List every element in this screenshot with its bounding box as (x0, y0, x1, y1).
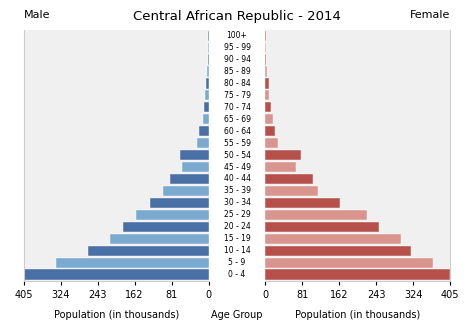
Text: Age Group: Age Group (211, 310, 263, 320)
Text: 60 - 64: 60 - 64 (224, 127, 250, 136)
Bar (88, 246, 209, 256)
Text: 85 - 89: 85 - 89 (224, 67, 250, 76)
Text: 90 - 94: 90 - 94 (224, 55, 250, 64)
Text: 75 - 79: 75 - 79 (224, 91, 250, 100)
Bar (24, 270, 209, 280)
Bar (265, 174, 313, 184)
Text: 80 - 84: 80 - 84 (224, 79, 250, 88)
Bar (170, 174, 209, 184)
Bar (265, 114, 273, 124)
Bar (55, 257, 209, 268)
Text: Population (in thousands): Population (in thousands) (295, 310, 420, 320)
Bar (265, 150, 301, 160)
Bar (110, 234, 209, 244)
Bar (265, 90, 269, 100)
Bar (208, 54, 209, 65)
Bar (203, 102, 209, 113)
Bar (265, 234, 401, 244)
Text: 45 - 49: 45 - 49 (224, 163, 250, 172)
Bar (123, 222, 209, 232)
Text: 0 - 4: 0 - 4 (228, 270, 246, 279)
Text: 65 - 69: 65 - 69 (224, 115, 250, 124)
Bar (208, 66, 209, 77)
Text: 40 - 44: 40 - 44 (224, 175, 250, 183)
Text: 10 - 14: 10 - 14 (224, 246, 250, 255)
Text: 20 - 24: 20 - 24 (224, 222, 250, 231)
Bar (182, 162, 209, 172)
Bar (265, 162, 296, 172)
Text: 15 - 19: 15 - 19 (224, 234, 250, 243)
Text: 70 - 74: 70 - 74 (224, 103, 250, 112)
Bar (150, 198, 209, 208)
Bar (265, 210, 367, 220)
Text: Female: Female (410, 10, 450, 20)
Text: 5 - 9: 5 - 9 (228, 258, 246, 267)
Text: 50 - 54: 50 - 54 (224, 150, 250, 160)
Bar (206, 78, 209, 88)
Bar (163, 186, 209, 196)
Bar (265, 66, 266, 77)
Bar (202, 114, 209, 124)
Bar (180, 150, 209, 160)
Text: 55 - 59: 55 - 59 (224, 139, 250, 148)
Bar (265, 138, 278, 148)
Bar (265, 270, 450, 280)
Bar (265, 198, 340, 208)
Bar (265, 54, 266, 65)
Bar (265, 186, 318, 196)
Bar (265, 246, 410, 256)
Bar (200, 126, 209, 136)
Bar (265, 78, 269, 88)
Text: 35 - 39: 35 - 39 (224, 186, 250, 195)
Bar (265, 222, 379, 232)
Bar (265, 257, 433, 268)
Text: 100+: 100+ (227, 31, 247, 40)
Text: Central African Republic - 2014: Central African Republic - 2014 (133, 10, 341, 23)
Bar (137, 210, 209, 220)
Text: 25 - 29: 25 - 29 (224, 210, 250, 219)
Text: Male: Male (24, 10, 50, 20)
Bar (265, 126, 275, 136)
Bar (197, 138, 209, 148)
Bar (205, 90, 209, 100)
Text: Population (in thousands): Population (in thousands) (54, 310, 179, 320)
Bar (265, 102, 272, 113)
Text: 30 - 34: 30 - 34 (224, 198, 250, 207)
Text: 95 - 99: 95 - 99 (224, 43, 250, 52)
